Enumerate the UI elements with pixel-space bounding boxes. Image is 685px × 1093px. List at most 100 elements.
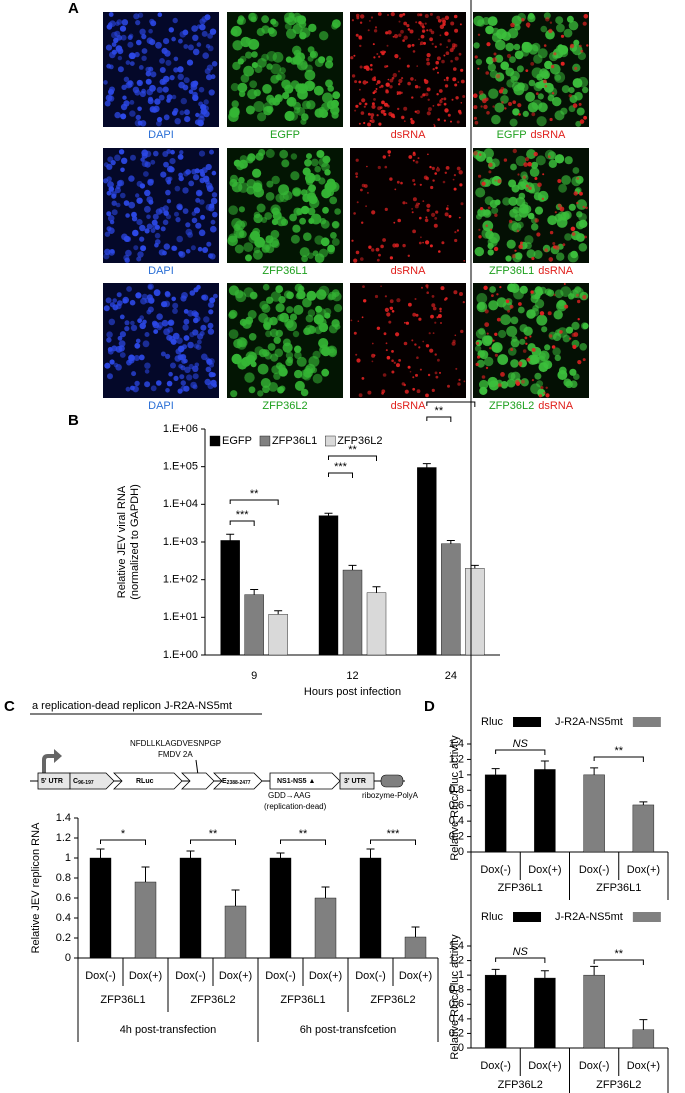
cell	[513, 43, 521, 51]
cell	[284, 17, 291, 24]
cell	[439, 103, 442, 106]
cell	[264, 212, 273, 220]
cell	[146, 223, 153, 230]
label-part: dsRNA	[538, 400, 574, 412]
cell	[515, 155, 527, 167]
x-tick-label: Dox(-)	[480, 864, 511, 876]
cell	[210, 197, 218, 205]
cell	[457, 382, 461, 386]
cell	[391, 359, 394, 363]
e-label: E2388-2477	[222, 778, 251, 786]
cell	[543, 44, 547, 47]
cell	[202, 52, 209, 59]
cell	[510, 163, 517, 171]
cell	[437, 314, 442, 318]
cell	[414, 79, 417, 81]
cell	[299, 247, 310, 258]
cell	[108, 186, 115, 192]
cell	[105, 297, 112, 304]
cell	[121, 233, 128, 241]
cell	[307, 55, 314, 62]
y-tick-label: 1	[458, 969, 464, 981]
cell	[370, 16, 374, 19]
cell	[381, 100, 385, 105]
y-axis-label: Relative Rluc/Fluc activity	[449, 735, 461, 861]
cell	[435, 375, 439, 379]
cell	[421, 286, 423, 289]
cell	[484, 322, 490, 327]
cell	[437, 358, 440, 362]
cell	[512, 100, 516, 104]
cell	[406, 24, 410, 28]
cell	[123, 200, 130, 206]
cell	[176, 235, 183, 243]
cell	[370, 68, 373, 71]
cell	[359, 88, 361, 91]
cell	[544, 84, 548, 88]
cell	[232, 40, 243, 51]
cell	[107, 22, 113, 27]
cell	[180, 97, 187, 105]
cell	[494, 353, 498, 357]
cell	[310, 158, 319, 167]
cell	[106, 190, 112, 196]
cell	[322, 155, 331, 164]
cell	[290, 153, 298, 160]
cell	[197, 339, 202, 345]
cell	[390, 113, 395, 118]
cell	[163, 161, 169, 168]
cell	[537, 182, 542, 188]
cell	[312, 250, 319, 257]
legend-swatch	[513, 717, 542, 727]
cell	[557, 203, 562, 208]
cell	[168, 27, 174, 33]
cell	[507, 28, 519, 39]
cell	[290, 171, 300, 181]
cell	[437, 166, 439, 169]
cell	[285, 358, 293, 367]
x-tick-label: Dox(-)	[355, 970, 386, 982]
label-part: dsRNA	[538, 265, 574, 277]
cell	[165, 176, 172, 183]
cell	[496, 317, 501, 322]
cell	[307, 81, 316, 90]
cell	[492, 339, 495, 342]
cell	[200, 214, 206, 220]
cell	[397, 107, 400, 111]
cell	[119, 314, 125, 320]
cell	[180, 385, 187, 392]
cell	[144, 369, 150, 374]
cell	[358, 36, 363, 40]
cell	[294, 345, 302, 353]
cell	[144, 189, 151, 197]
cell	[306, 290, 317, 301]
cell	[198, 229, 206, 237]
cell	[357, 320, 360, 323]
cell	[138, 354, 145, 361]
cell	[106, 331, 113, 338]
cell	[529, 335, 532, 338]
cell	[448, 214, 452, 218]
cell	[103, 80, 108, 85]
cell	[117, 335, 123, 341]
cell	[202, 105, 209, 112]
cell	[390, 12, 395, 17]
cell	[545, 29, 555, 40]
cell	[418, 317, 422, 321]
cell	[124, 320, 130, 326]
cell	[354, 109, 357, 112]
cell	[554, 110, 565, 121]
cell	[284, 84, 294, 94]
bar	[244, 594, 264, 656]
cell	[185, 249, 191, 254]
cell	[380, 244, 384, 249]
cell	[173, 375, 179, 381]
c-box	[69, 772, 115, 790]
cell	[211, 170, 217, 176]
bar	[583, 774, 605, 853]
cell	[438, 250, 441, 253]
cell	[261, 25, 270, 34]
cell	[355, 175, 358, 178]
cell	[171, 36, 176, 42]
cell	[579, 343, 587, 351]
